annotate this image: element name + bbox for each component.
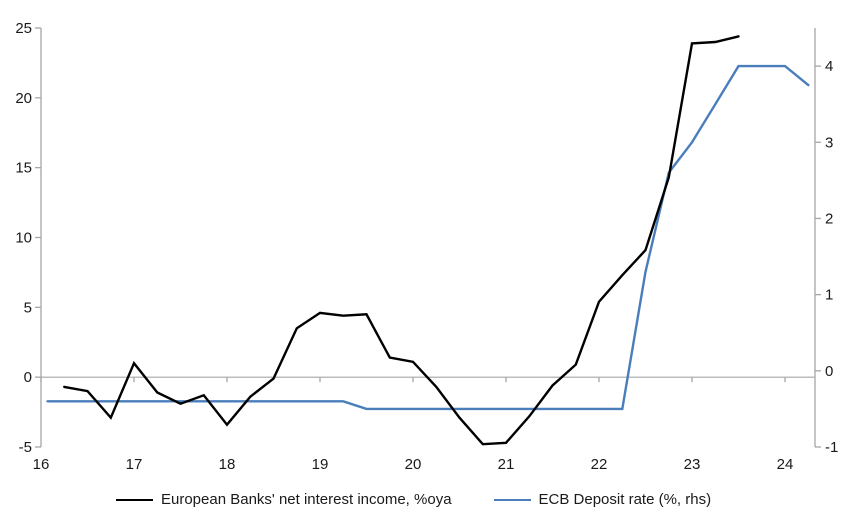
nii-line-swatch (116, 498, 153, 501)
axes (35, 27, 821, 448)
x-axis-tick-label: 21 (498, 456, 515, 473)
left-axis-tick-labels: -5 0 5 10 15 20 25 (15, 20, 32, 456)
x-axis-tick-label: 17 (126, 456, 143, 473)
legend-item-nii: European Banks' net interest income, %oy… (116, 491, 452, 508)
nii-legend-label: European Banks' net interest income, %oy… (161, 491, 452, 508)
ecb-deposit-rate-line (46, 64, 810, 411)
left-axis-tick-label: 10 (15, 230, 32, 247)
legend-item-deposit-rate: ECB Deposit rate (%, rhs) (493, 491, 712, 508)
x-axis-tick-label: 19 (312, 456, 329, 473)
left-axis-tick-label: 25 (15, 20, 32, 37)
legend: European Banks' net interest income, %oy… (116, 491, 711, 508)
x-axis-tick-label: 18 (219, 456, 236, 473)
right-axis-tick-label: 1 (825, 287, 833, 304)
left-axis-tick-label: 5 (24, 299, 32, 316)
x-axis-tick-label: 22 (591, 456, 608, 473)
deposit-rate-legend-label: ECB Deposit rate (%, rhs) (538, 491, 712, 508)
x-axis-tick-label: 24 (777, 456, 794, 473)
right-axis-tick-label: 2 (825, 210, 833, 227)
right-axis-tick-label: 4 (825, 58, 833, 75)
x-axis-tick-label: 23 (684, 456, 701, 473)
right-axis-tick-label: -1 (825, 439, 838, 456)
deposit-rate-line-swatch (493, 498, 531, 501)
x-axis-tick-label: 16 (33, 456, 50, 473)
x-axis-tick-label: 20 (405, 456, 422, 473)
left-axis-tick-label: 20 (15, 90, 32, 107)
net-interest-income-line (63, 35, 740, 446)
left-axis-tick-label: 0 (24, 369, 32, 386)
series-lines (46, 35, 810, 446)
right-axis-tick-label: 0 (825, 363, 833, 380)
right-axis-tick-labels: -1 0 1 2 3 4 (825, 58, 838, 456)
right-axis-tick-label: 3 (825, 134, 833, 151)
left-axis-tick-label: -5 (19, 439, 32, 456)
x-axis-tick-labels: 16 17 18 19 20 21 22 23 24 (33, 456, 794, 473)
left-axis-tick-label: 15 (15, 160, 32, 177)
